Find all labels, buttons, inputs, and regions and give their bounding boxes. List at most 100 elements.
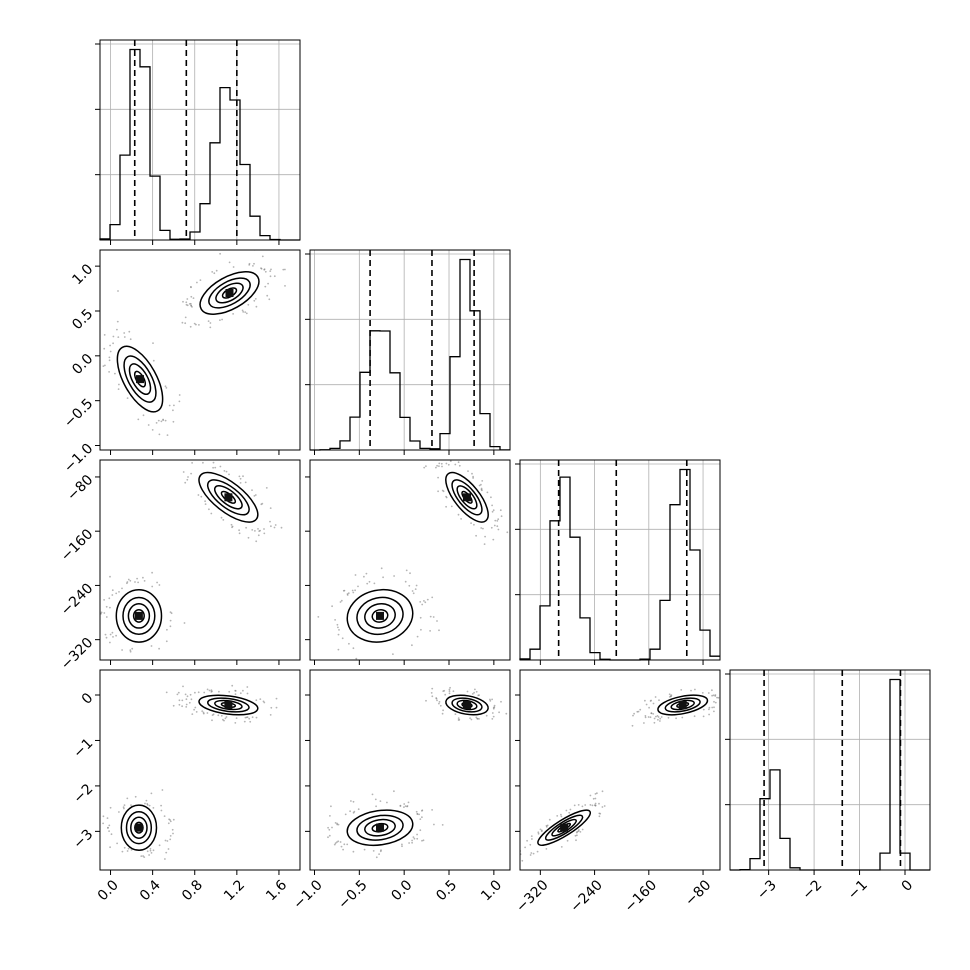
sample-point	[435, 697, 438, 700]
sample-point	[668, 696, 671, 698]
sample-point	[269, 270, 272, 272]
sample-point	[336, 623, 339, 626]
sample-point	[118, 591, 120, 593]
sample-point	[333, 843, 336, 846]
x-tick-label: 0	[899, 877, 917, 895]
sample-point	[115, 634, 117, 637]
sample-point	[222, 519, 225, 521]
contour-level-4	[537, 809, 592, 846]
sample-point	[401, 845, 403, 848]
sample-point	[168, 404, 171, 407]
sample-point	[466, 690, 469, 693]
sample-point	[372, 850, 375, 852]
density-peak	[463, 701, 471, 709]
sample-point	[199, 279, 202, 281]
sample-point	[255, 699, 258, 702]
sample-point	[603, 805, 606, 807]
sample-point	[379, 850, 382, 853]
sample-point	[496, 520, 499, 522]
panel-frame	[99, 249, 301, 451]
sample-point	[424, 601, 427, 604]
sample-point	[478, 484, 481, 487]
y-tick-label: 0.0	[69, 351, 96, 378]
sample-point	[711, 689, 713, 692]
sample-point	[497, 518, 500, 521]
sample-point	[539, 828, 542, 831]
sample-point	[438, 465, 440, 467]
sample-point	[208, 689, 211, 692]
sample-point	[717, 696, 720, 699]
sample-point	[251, 716, 254, 719]
sample-point	[263, 268, 266, 271]
sample-point	[584, 804, 587, 806]
sample-point	[169, 611, 172, 613]
sample-point	[420, 628, 422, 631]
sample-point	[438, 702, 440, 705]
sample-point	[108, 356, 111, 359]
sample-point	[708, 713, 710, 716]
sample-point	[438, 462, 441, 465]
sample-point	[334, 842, 337, 845]
sample-point	[489, 700, 492, 702]
sample-point	[711, 694, 713, 697]
sample-point	[556, 815, 559, 817]
sample-point	[493, 704, 496, 707]
sample-point	[589, 804, 592, 806]
sample-point	[337, 648, 340, 651]
density-peak	[136, 375, 144, 384]
sample-point	[341, 637, 344, 640]
sample-point	[189, 693, 192, 696]
contour-level-2	[456, 485, 478, 510]
density-panel-3-1	[305, 669, 511, 875]
sample-point	[105, 616, 108, 618]
sample-point	[260, 267, 263, 270]
sample-point	[158, 433, 161, 436]
sample-point	[243, 720, 246, 723]
sample-point	[284, 268, 286, 271]
sample-point	[419, 601, 422, 603]
sample-point	[431, 687, 434, 690]
sample-point	[574, 834, 577, 837]
sample-point	[109, 806, 112, 809]
contour-level-4	[199, 271, 260, 315]
sample-point	[536, 850, 539, 853]
sample-point	[184, 481, 187, 484]
contour-level-4	[198, 694, 259, 716]
sample-point	[439, 704, 442, 707]
density-content	[102, 250, 286, 436]
sample-point	[197, 494, 200, 496]
sample-point	[253, 262, 255, 265]
sample-point	[340, 845, 343, 848]
sample-point	[172, 818, 175, 821]
sample-point	[475, 534, 477, 537]
sample-point	[152, 359, 155, 362]
sample-point	[140, 855, 143, 857]
sample-point	[172, 420, 175, 423]
sample-point	[164, 858, 166, 860]
sample-point	[108, 830, 110, 832]
density-peak	[678, 701, 687, 709]
sample-point	[438, 629, 440, 632]
contour-level-3	[123, 355, 157, 403]
sample-point	[305, 819, 307, 821]
sample-point	[186, 478, 189, 481]
sample-point	[379, 800, 382, 802]
sample-point	[245, 312, 248, 315]
sample-point	[102, 365, 105, 367]
density-content	[100, 684, 278, 860]
sample-point	[221, 318, 224, 321]
sample-point	[331, 605, 333, 608]
contour-level-2	[214, 485, 243, 510]
x-tick-label: −240	[567, 877, 606, 916]
sample-point	[116, 328, 118, 331]
sample-point	[529, 854, 532, 856]
sample-point	[530, 835, 533, 837]
sample-point	[253, 299, 256, 302]
sample-point	[419, 818, 422, 820]
sample-point	[269, 714, 272, 716]
sample-point	[109, 606, 111, 609]
sample-point	[121, 649, 123, 651]
sample-point	[191, 306, 193, 308]
sample-point	[212, 466, 215, 469]
sample-point	[531, 838, 533, 840]
